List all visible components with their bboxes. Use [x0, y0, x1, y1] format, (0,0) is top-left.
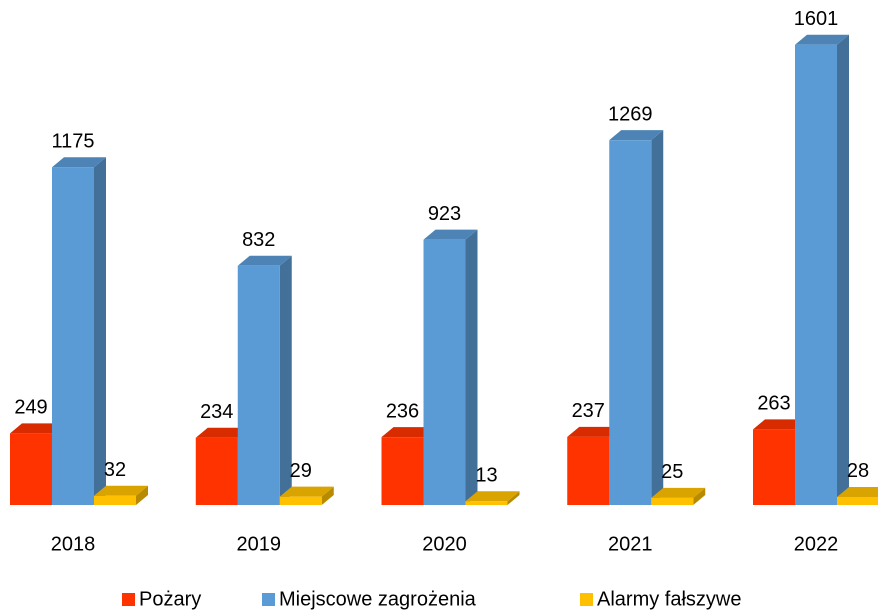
value-label: 1269 — [608, 103, 653, 125]
bar-side — [279, 255, 292, 505]
value-label: 28 — [847, 460, 869, 482]
legend-label: Pożary — [139, 588, 201, 610]
bar-front — [94, 495, 136, 505]
bar-top — [651, 487, 706, 498]
bar-side — [837, 34, 849, 506]
value-label: 832 — [242, 229, 275, 251]
bar-front — [567, 436, 610, 505]
bar-top — [609, 130, 664, 141]
x-tick-label: 2021 — [608, 533, 653, 555]
value-label: 1601 — [794, 8, 839, 30]
bar-side — [136, 485, 148, 505]
bar — [423, 229, 478, 505]
bar-front — [381, 437, 424, 505]
x-tick-label: 2020 — [422, 533, 467, 555]
bar-side — [94, 157, 106, 505]
bar-side — [321, 486, 334, 505]
bar-top — [567, 426, 622, 437]
bar-front — [423, 239, 466, 505]
bar — [52, 157, 106, 505]
bar — [837, 486, 878, 505]
bar-top — [94, 485, 148, 496]
value-label: 25 — [661, 461, 683, 483]
x-tick-label: 2022 — [794, 533, 839, 555]
bar-side — [651, 130, 664, 505]
bar — [465, 491, 520, 505]
bar-front — [753, 429, 795, 505]
value-label: 923 — [428, 203, 461, 225]
bar-front — [609, 140, 652, 505]
legend-label: Miejscowe zagrożenia — [279, 588, 477, 610]
bar-front — [52, 167, 94, 505]
bar-top — [195, 427, 250, 438]
x-tick-label: 2019 — [237, 533, 282, 555]
value-label: 29 — [290, 460, 312, 482]
bar-top — [423, 229, 478, 240]
value-label: 13 — [475, 465, 497, 487]
x-tick-label: 2018 — [51, 533, 96, 555]
legend-swatch — [580, 593, 593, 606]
bar-top — [465, 491, 520, 502]
value-label: 234 — [200, 401, 233, 423]
bar-top — [10, 423, 64, 434]
bar — [94, 485, 148, 505]
bar-front — [837, 496, 878, 505]
bar — [279, 486, 334, 505]
bar — [237, 255, 292, 505]
bar-side — [507, 491, 520, 505]
bar-front — [10, 433, 52, 505]
legend-swatch — [122, 593, 135, 606]
bar-front — [279, 496, 322, 505]
bar-front — [195, 437, 238, 505]
bar-front — [237, 265, 280, 505]
legend-swatch — [262, 593, 275, 606]
bar-top — [52, 157, 106, 168]
value-label: 236 — [386, 400, 419, 422]
bar — [651, 487, 706, 505]
bar-front — [465, 501, 508, 505]
value-label: 32 — [104, 459, 126, 481]
bar-side — [465, 229, 478, 505]
value-label: 263 — [757, 393, 790, 415]
bar-top — [381, 427, 436, 438]
value-label: 1175 — [51, 130, 94, 152]
bar-top — [795, 34, 849, 45]
legend-label: Alarmy fałszywe — [597, 588, 741, 610]
bar-top — [279, 486, 334, 497]
bar-front — [795, 44, 837, 506]
bar — [795, 34, 849, 506]
value-label: 237 — [572, 400, 605, 422]
bar — [609, 130, 664, 505]
value-label: 249 — [14, 397, 47, 419]
bar-front — [651, 497, 694, 505]
bar-side — [693, 487, 706, 505]
bar-top — [837, 486, 878, 497]
bar-top — [753, 419, 807, 430]
bar-top — [237, 255, 292, 266]
